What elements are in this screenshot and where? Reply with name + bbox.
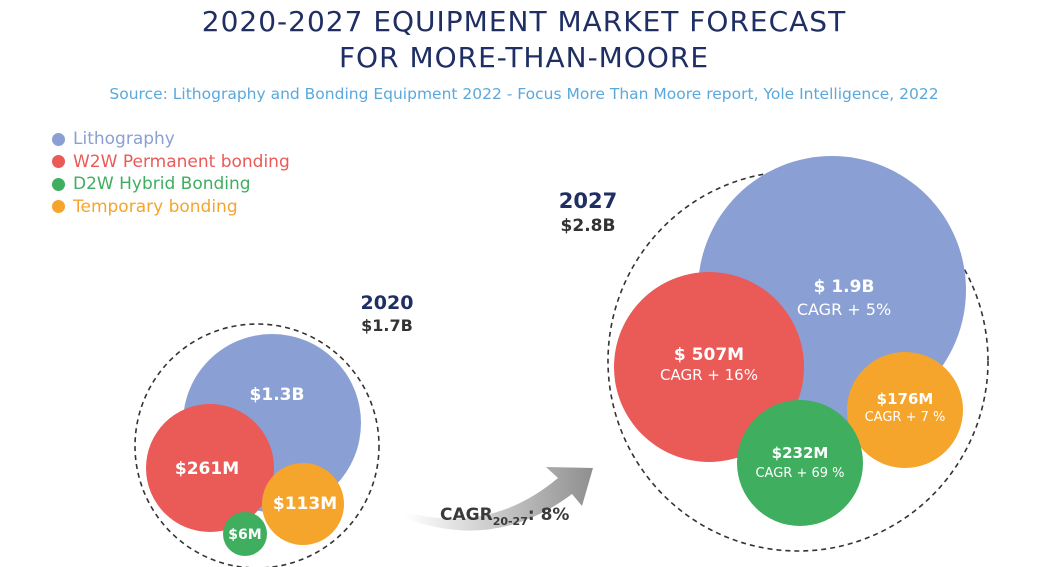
cagr-label-lithography-2027: CAGR + 5% xyxy=(797,300,891,319)
chart-subtitle: Source: Lithography and Bonding Equipmen… xyxy=(109,85,939,103)
value-label-temporary-bonding-2020: $113M xyxy=(273,494,337,514)
legend-label-lithography: Lithography xyxy=(73,129,175,150)
total-label-2027: $2.8B xyxy=(561,216,616,236)
bubble-temporary-bonding-2027 xyxy=(847,352,963,468)
cagr-label-w2w-permanent-bonding-2027: CAGR + 16% xyxy=(660,366,758,384)
bubble-w2w-permanent-bonding-2027 xyxy=(614,272,804,462)
legend-item-w2w-permanent-bonding: W2W Permanent bonding xyxy=(52,151,290,174)
year-label-2020: 2020 xyxy=(361,292,414,314)
value-label-lithography-2027: $ 1.9B xyxy=(814,277,875,297)
chart-title-line-1: 2020-2027 EQUIPMENT MARKET FORECAST xyxy=(201,5,847,38)
bubble-w2w-permanent-bonding-2020 xyxy=(146,404,274,532)
legend-item-lithography: Lithography xyxy=(52,128,290,151)
cagr-text: CAGR xyxy=(440,505,493,525)
value-label-d2w-hybrid-bonding-2020: $6M xyxy=(228,527,261,543)
growth-arrow xyxy=(405,467,593,531)
total-boundary-2020 xyxy=(134,323,380,567)
legend-swatch-lithography xyxy=(52,132,65,146)
legend-label-w2w-permanent-bonding: W2W Permanent bonding xyxy=(73,151,290,172)
chart-title-line-2: FOR MORE-THAN-MOORE xyxy=(338,41,710,74)
cagr-subscript: 20-27 xyxy=(493,515,528,528)
bubble-d2w-hybrid-bonding-2027 xyxy=(737,400,863,526)
value-label-w2w-permanent-bonding-2020: $261M xyxy=(175,459,239,479)
group-2027: 2027 $2.8B $ 1.9B CAGR + 5% $ 507M CAGR … xyxy=(559,156,989,552)
group-2020: 2020 $1.7B $1.3B $261M $113M $6M xyxy=(134,292,414,567)
cagr-label: CAGR20-27: 8% xyxy=(440,505,569,528)
legend-label-d2w-hybrid-bonding: D2W Hybrid Bonding xyxy=(73,174,251,195)
legend-item-d2w-hybrid-bonding: D2W Hybrid Bonding xyxy=(52,173,290,196)
value-label-w2w-permanent-bonding-2027: $ 507M xyxy=(674,345,744,365)
value-label-d2w-hybrid-bonding-2027: $232M xyxy=(772,444,829,462)
total-label-2020: $1.7B xyxy=(361,316,413,335)
cagr-label-temporary-bonding-2027: CAGR + 7 % xyxy=(865,410,946,425)
cagr-value: : 8% xyxy=(528,505,570,525)
legend-swatch-d2w-hybrid-bonding xyxy=(52,177,65,191)
bubble-temporary-bonding-2020 xyxy=(262,463,344,545)
bubble-d2w-hybrid-bonding-2020 xyxy=(223,512,267,556)
cagr-label-d2w-hybrid-bonding-2027: CAGR + 69 % xyxy=(755,466,844,481)
legend: Lithography W2W Permanent bonding D2W Hy… xyxy=(52,128,290,218)
legend-item-temporary-bonding: Temporary bonding xyxy=(52,196,290,219)
year-label-2027: 2027 xyxy=(559,189,617,213)
value-label-temporary-bonding-2027: $176M xyxy=(877,390,934,408)
value-label-lithography-2020: $1.3B xyxy=(250,385,305,405)
legend-label-temporary-bonding: Temporary bonding xyxy=(73,196,238,217)
legend-swatch-w2w-permanent-bonding xyxy=(52,155,65,169)
legend-swatch-temporary-bonding xyxy=(52,200,65,214)
